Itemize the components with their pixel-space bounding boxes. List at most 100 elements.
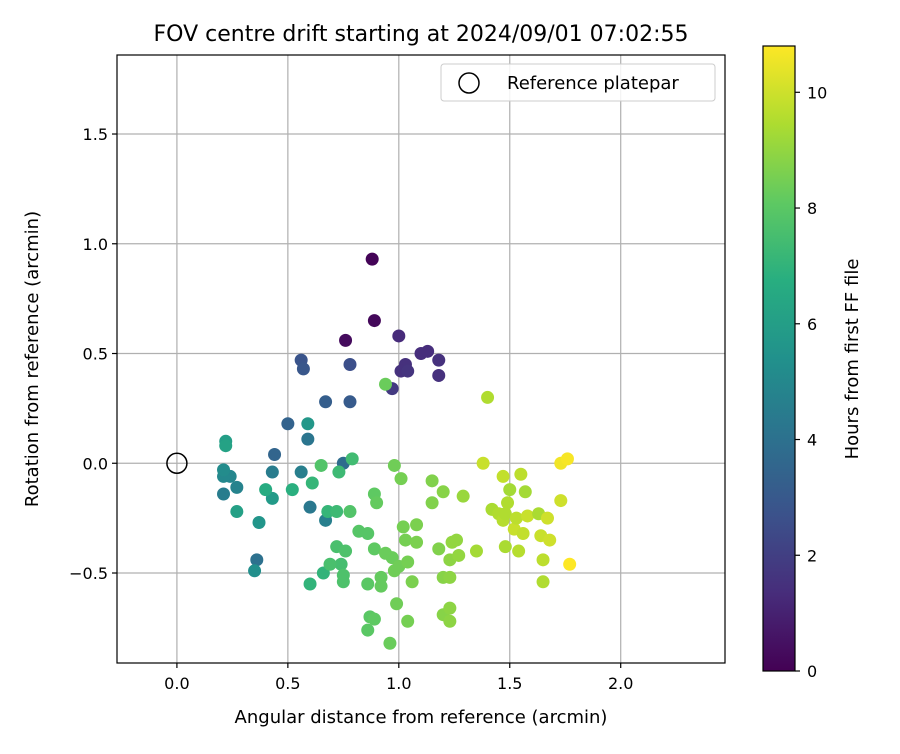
scatter-point — [425, 496, 439, 510]
scatter-point — [509, 511, 523, 525]
scatter-point — [314, 458, 328, 472]
scatter-point — [330, 505, 344, 519]
scatter-point — [336, 575, 350, 589]
scatter-point — [450, 533, 464, 547]
scatter-point — [248, 564, 262, 578]
scatter-point — [432, 368, 446, 382]
legend-marker-reference — [458, 72, 480, 94]
legend-box — [440, 63, 716, 102]
colorbar-gradient — [762, 45, 796, 672]
scatter-point — [554, 494, 568, 508]
scatter-point — [378, 377, 392, 391]
scatter-point — [503, 483, 517, 497]
scatter-point — [469, 544, 483, 558]
scatter-point — [230, 480, 244, 494]
colorbar-tick-label: 8 — [807, 199, 817, 218]
colorbar-tick-label: 0 — [807, 662, 817, 681]
colorbar-tick-label: 2 — [807, 546, 817, 565]
scatter-point — [410, 518, 424, 532]
scatter-point — [496, 469, 510, 483]
scatter-point — [398, 533, 412, 547]
scatter-point — [365, 252, 379, 266]
scatter-point — [217, 487, 231, 501]
scatter-point — [514, 467, 528, 481]
scatter-point — [361, 623, 375, 637]
y-tick-label: 0.0 — [83, 454, 108, 473]
scatter-point — [501, 496, 515, 510]
scatter-point — [476, 456, 490, 470]
scatter-point — [540, 511, 554, 525]
scatter-point — [436, 485, 450, 499]
scatter-point — [396, 520, 410, 534]
scatter-point — [536, 575, 550, 589]
scatter-point — [281, 417, 295, 431]
scatter-point — [518, 485, 532, 499]
x-tick-label: 0.0 — [164, 674, 189, 693]
scatter-point — [361, 526, 375, 540]
scatter-point — [443, 601, 457, 615]
scatter-point — [425, 474, 439, 488]
y-axis: −0.5 0.0 0.5 1.0 1.5 — [69, 125, 117, 583]
scatter-point — [301, 432, 315, 446]
legend-label-reference: Reference platepar — [507, 73, 679, 94]
scatter-point — [401, 364, 415, 378]
scatter-point — [339, 333, 353, 347]
scatter-point — [303, 577, 317, 591]
x-tick-label: 1.0 — [386, 674, 411, 693]
scatter-point — [294, 465, 308, 479]
scatter-point — [296, 362, 310, 376]
scatter-point — [367, 542, 381, 556]
scatter-point — [343, 395, 357, 409]
scatter-point — [250, 553, 264, 567]
scatter-point — [334, 557, 348, 571]
scatter-point — [305, 476, 319, 490]
scatter-point — [374, 579, 388, 593]
scatter-point — [536, 553, 550, 567]
scatter-point — [432, 542, 446, 556]
scatter-point — [383, 636, 397, 650]
plot-frame — [116, 54, 726, 664]
scatter-point — [259, 483, 273, 497]
gridlines — [117, 55, 725, 663]
scatter-point — [401, 555, 415, 569]
scatter-point — [563, 557, 577, 571]
colorbar: 0 2 4 6 8 10 Hours from first FF file — [762, 45, 863, 681]
scatter-point — [421, 344, 435, 358]
scatter-point — [443, 614, 457, 628]
scatter-point — [370, 496, 384, 510]
scatter-point — [498, 540, 512, 554]
scatter-point — [443, 570, 457, 584]
scatter-point — [401, 614, 415, 628]
scatter-point — [516, 526, 530, 540]
legend: Reference platepar — [440, 63, 716, 102]
colorbar-tick-label: 4 — [807, 431, 817, 450]
scatter-point — [392, 329, 406, 343]
scatter-point — [512, 544, 526, 558]
scatter-point — [410, 535, 424, 549]
colorbar-label: Hours from first FF file — [842, 259, 863, 460]
scatter-point — [219, 439, 233, 453]
scatter-point — [319, 395, 333, 409]
scatter-point — [521, 509, 535, 523]
scatter-point — [332, 465, 346, 479]
scatter-point — [367, 314, 381, 328]
scatter-point — [452, 548, 466, 562]
scatter-point — [343, 505, 357, 519]
colorbar-tick-label: 6 — [807, 315, 817, 334]
x-axis: 0.0 0.5 1.0 1.5 2.0 — [164, 663, 633, 693]
scatter-point — [343, 357, 357, 371]
scatter-point — [481, 390, 495, 404]
scatter-point — [230, 505, 244, 519]
scatter-point — [387, 458, 401, 472]
reference-point-marker — [166, 452, 188, 475]
y-tick-label: 1.5 — [83, 125, 108, 144]
x-tick-label: 2.0 — [608, 674, 633, 693]
scatter-point — [543, 533, 557, 547]
colorbar-ticks: 0 2 4 6 8 10 — [795, 83, 827, 681]
scatter-point — [345, 452, 359, 466]
chart-title: FOV centre drift starting at 2024/09/01 … — [154, 22, 689, 47]
x-tick-label: 0.5 — [275, 674, 300, 693]
scatter-points — [166, 252, 577, 650]
scatter-point — [432, 353, 446, 367]
